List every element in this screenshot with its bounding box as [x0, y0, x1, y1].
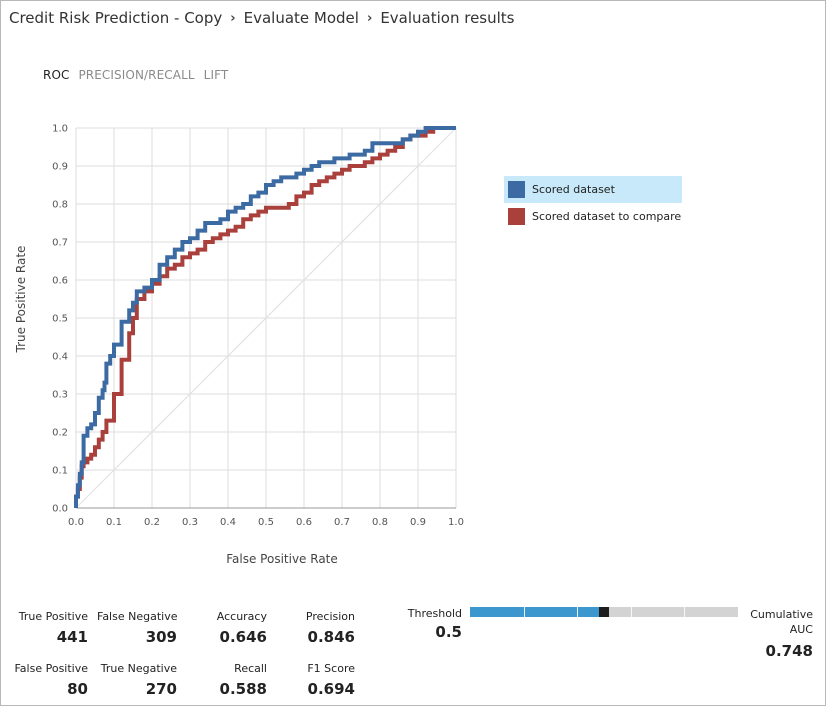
legend-item-scored-dataset-to-compare[interactable]: Scored dataset to compare: [504, 203, 682, 230]
x-tick-label: 0.1: [106, 517, 122, 528]
x-tick-label: 0.5: [258, 517, 274, 528]
threshold-value: 0.5: [435, 623, 462, 641]
metric-label: True Positive: [18, 610, 88, 623]
y-tick-label: 1.0: [52, 124, 68, 135]
breadcrumb-chevron-icon: ›: [366, 10, 373, 26]
x-tick-label: 0.4: [220, 517, 236, 528]
metric-precision: Precision 0.846: [285, 610, 355, 646]
metric-label: True Negative: [100, 662, 177, 675]
chart-legend: Scored dataset Scored dataset to compare: [504, 176, 682, 230]
x-tick-label: 0.6: [296, 517, 312, 528]
roc-curve-scored-dataset: [74, 126, 456, 508]
threshold-readout: Threshold 0.5: [401, 607, 462, 641]
metric-label: Precision: [305, 610, 355, 623]
breadcrumb-chevron-icon: ›: [230, 10, 236, 26]
auc-label-line1: Cumulative: [750, 608, 813, 621]
metric-accuracy: Accuracy 0.646: [197, 610, 267, 646]
y-tick-label: 0.2: [52, 428, 68, 439]
x-tick-label: 0.0: [68, 517, 84, 528]
threshold-slider-tick: [523, 607, 525, 617]
metric-value: 80: [67, 680, 88, 698]
breadcrumb-item-module[interactable]: Evaluate Model: [243, 9, 359, 27]
x-tick-label: 0.3: [182, 517, 198, 528]
y-tick-label: 0.0: [52, 504, 68, 515]
y-axis-label: True Positive Rate: [14, 245, 28, 353]
y-tick-label: 0.9: [52, 162, 68, 173]
legend-swatch: [508, 181, 525, 198]
cumulative-auc: Cumulative AUC 0.748: [743, 607, 813, 660]
breadcrumb: Credit Risk Prediction - Copy › Evaluate…: [9, 7, 514, 29]
auc-value: 0.748: [765, 642, 813, 660]
metric-label: Accuracy: [216, 610, 267, 623]
tab-roc[interactable]: ROC: [43, 68, 70, 82]
metric-value: 0.846: [307, 628, 355, 646]
metric-value: 0.694: [307, 680, 355, 698]
threshold-slider-fill: [470, 607, 604, 617]
x-tick-label: 0.8: [372, 517, 388, 528]
legend-swatch: [508, 208, 525, 225]
x-axis-label: False Positive Rate: [226, 552, 338, 566]
metric-f1-score: F1 Score 0.694: [285, 662, 355, 698]
metric-label: Recall: [234, 662, 267, 675]
metric-value: 270: [145, 680, 177, 698]
metric-false-negative: False Negative 309: [97, 610, 177, 646]
metric-true-negative: True Negative 270: [97, 662, 177, 698]
legend-item-scored-dataset[interactable]: Scored dataset: [504, 176, 682, 203]
x-tick-label: 0.9: [410, 517, 426, 528]
y-tick-label: 0.4: [52, 352, 68, 363]
threshold-slider[interactable]: [470, 607, 738, 617]
threshold-slider-tick: [577, 607, 579, 617]
metric-label: F1 Score: [307, 662, 355, 675]
tab-precision-recall[interactable]: PRECISION/RECALL: [78, 68, 195, 82]
y-tick-label: 0.7: [52, 238, 68, 249]
metric-value: 441: [56, 628, 88, 646]
breadcrumb-item-current: Evaluation results: [380, 9, 515, 27]
threshold-label: Threshold: [407, 607, 462, 620]
random-baseline-line: [75, 127, 457, 509]
metric-recall: Recall 0.588: [197, 662, 267, 698]
threshold-slider-handle[interactable]: [599, 607, 609, 617]
y-tick-label: 0.1: [52, 466, 68, 477]
tab-lift[interactable]: LIFT: [203, 68, 229, 82]
y-tick-label: 0.5: [52, 314, 68, 325]
x-tick-label: 1.0: [448, 517, 464, 528]
auc-label-line2: AUC: [789, 623, 813, 636]
chart-type-tabs: ROC PRECISION/RECALL LIFT: [43, 68, 228, 82]
y-tick-label: 0.3: [52, 390, 68, 401]
threshold-slider-tick: [630, 607, 632, 617]
roc-curve-scored-dataset-to-compare: [74, 126, 456, 508]
threshold-slider-tick: [684, 607, 686, 617]
x-tick-label: 0.7: [334, 517, 350, 528]
legend-label: Scored dataset to compare: [532, 210, 682, 223]
metric-false-positive: False Positive 80: [11, 662, 88, 698]
y-tick-label: 0.6: [52, 276, 68, 287]
metric-value: 309: [145, 628, 177, 646]
y-tick-label: 0.8: [52, 200, 68, 211]
metric-value: 0.646: [219, 628, 267, 646]
breadcrumb-item-experiment[interactable]: Credit Risk Prediction - Copy: [9, 9, 223, 27]
metric-value: 0.588: [219, 680, 267, 698]
metric-label: False Negative: [97, 610, 178, 623]
metric-true-positive: True Positive 441: [11, 610, 88, 646]
metric-label: False Positive: [14, 662, 88, 675]
legend-label: Scored dataset: [532, 183, 615, 196]
x-tick-label: 0.2: [144, 517, 160, 528]
